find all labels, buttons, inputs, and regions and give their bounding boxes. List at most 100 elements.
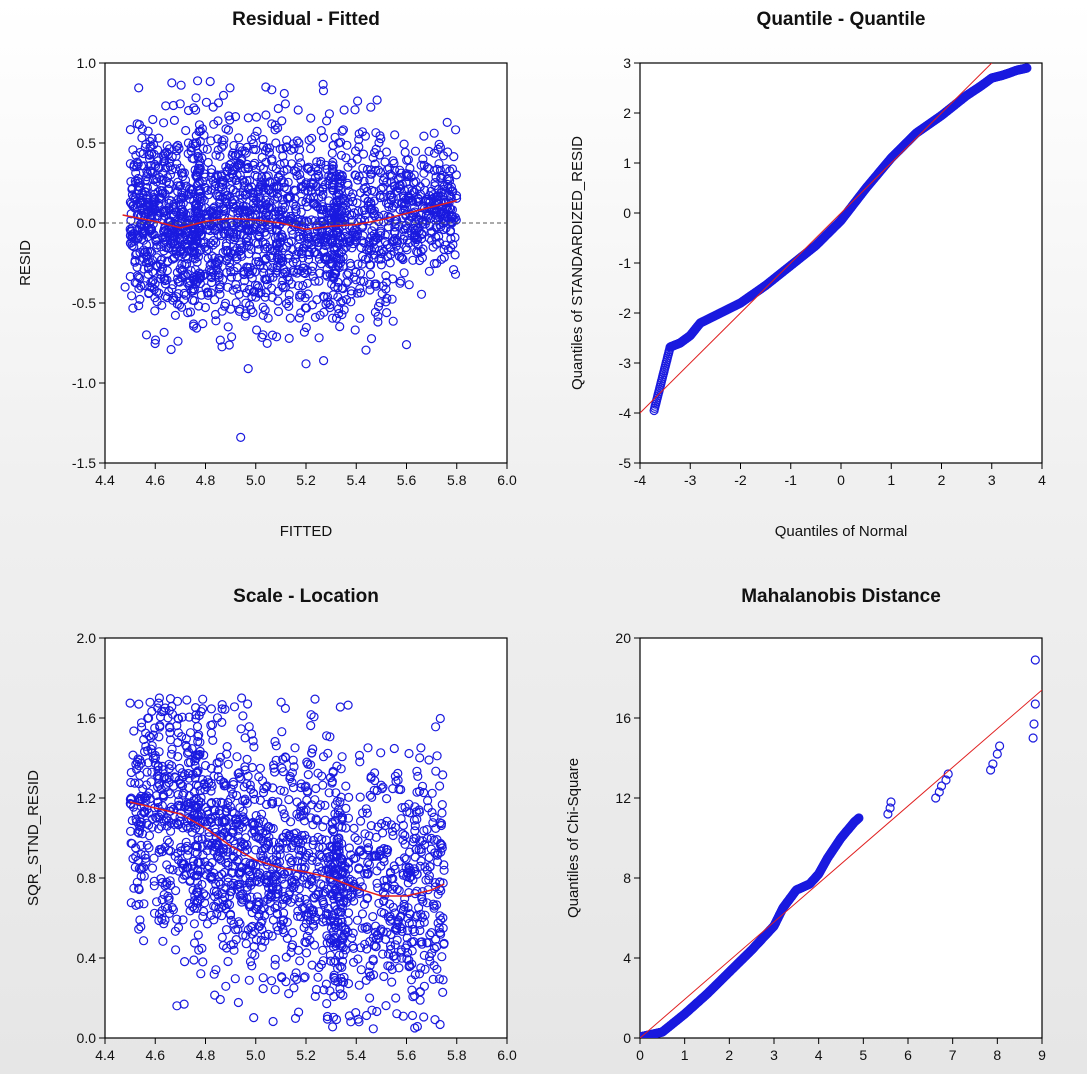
data-point xyxy=(429,943,439,954)
data-point xyxy=(195,189,205,199)
data-point xyxy=(229,235,239,245)
data-point xyxy=(269,763,279,773)
data-point xyxy=(415,753,425,763)
data-point xyxy=(189,284,199,294)
data-point xyxy=(199,779,209,790)
data-point xyxy=(346,850,356,860)
data-point xyxy=(416,743,426,753)
data-point xyxy=(284,988,294,999)
data-point xyxy=(211,842,221,852)
data-point xyxy=(260,292,270,302)
data-point xyxy=(356,816,366,826)
data-point xyxy=(288,927,298,938)
data-point xyxy=(284,250,294,260)
data-point xyxy=(178,172,188,182)
data-point xyxy=(154,747,164,757)
x-tick-label: 4.4 xyxy=(95,472,115,488)
data-point xyxy=(196,793,206,803)
data-point xyxy=(250,267,260,277)
data-point xyxy=(186,266,196,276)
data-point xyxy=(172,696,183,706)
data-point xyxy=(144,731,154,741)
data-point xyxy=(245,269,255,279)
data-point xyxy=(231,298,241,308)
data-point xyxy=(268,799,278,809)
data-point xyxy=(307,240,317,250)
data-point xyxy=(396,814,406,824)
data-point xyxy=(273,797,283,807)
data-point xyxy=(238,795,248,806)
data-point xyxy=(234,306,244,316)
data-point xyxy=(320,254,330,265)
x-tick-label: -2 xyxy=(734,472,747,488)
data-point xyxy=(419,917,429,927)
data-point xyxy=(125,238,135,248)
data-point xyxy=(197,943,207,954)
data-point xyxy=(242,863,252,874)
data-point xyxy=(238,711,248,721)
data-point xyxy=(372,785,382,796)
data-point xyxy=(173,751,183,762)
data-point xyxy=(392,884,402,894)
data-point xyxy=(277,874,287,884)
data-point xyxy=(234,768,244,778)
data-point xyxy=(154,909,164,919)
data-point xyxy=(252,325,262,335)
x-tick-label: 1 xyxy=(681,1047,689,1063)
data-point xyxy=(389,246,399,256)
data-point xyxy=(218,192,228,203)
data-point xyxy=(354,980,364,990)
data-point xyxy=(139,871,149,881)
data-point xyxy=(230,974,240,984)
data-point xyxy=(355,792,365,802)
data-point xyxy=(179,788,189,798)
data-point xyxy=(383,912,393,922)
data-point xyxy=(125,271,135,282)
y-tick-label: 2 xyxy=(623,105,631,121)
y-tick-label: -1.0 xyxy=(72,375,96,391)
data-point xyxy=(353,835,363,846)
data-point xyxy=(349,896,359,906)
data-point xyxy=(369,250,379,260)
data-point xyxy=(256,217,266,227)
data-point xyxy=(126,177,136,187)
data-point xyxy=(324,176,334,186)
data-point xyxy=(390,233,400,243)
data-point xyxy=(450,250,460,260)
data-point xyxy=(160,157,170,167)
data-point xyxy=(327,910,337,920)
data-point xyxy=(133,210,144,220)
data-point xyxy=(317,771,327,781)
data-point xyxy=(295,893,305,903)
data-point xyxy=(210,181,220,191)
data-point xyxy=(223,860,233,871)
data-point xyxy=(162,860,172,870)
data-point xyxy=(221,924,232,935)
data-point xyxy=(127,241,137,251)
data-point xyxy=(253,230,263,240)
data-point xyxy=(425,956,435,966)
y-axis-label: Quantiles of Chi-Square xyxy=(565,758,582,918)
data-point xyxy=(419,950,429,961)
data-point xyxy=(422,898,432,908)
data-point xyxy=(229,878,239,888)
data-point xyxy=(289,972,300,982)
data-point xyxy=(413,196,423,207)
data-point xyxy=(207,164,217,174)
data-point xyxy=(270,903,280,913)
data-point xyxy=(341,153,351,163)
data-point xyxy=(229,140,239,151)
data-point xyxy=(203,860,213,871)
data-point xyxy=(316,851,326,861)
data-point xyxy=(140,187,150,197)
data-point xyxy=(348,928,358,938)
data-point xyxy=(300,894,310,905)
y-tick-label: 1 xyxy=(623,155,631,171)
data-point xyxy=(206,814,216,824)
data-point xyxy=(132,757,142,767)
data-point xyxy=(135,825,145,836)
data-point xyxy=(181,821,192,832)
data-point xyxy=(404,169,414,179)
data-point xyxy=(209,969,219,979)
data-point xyxy=(209,868,219,878)
